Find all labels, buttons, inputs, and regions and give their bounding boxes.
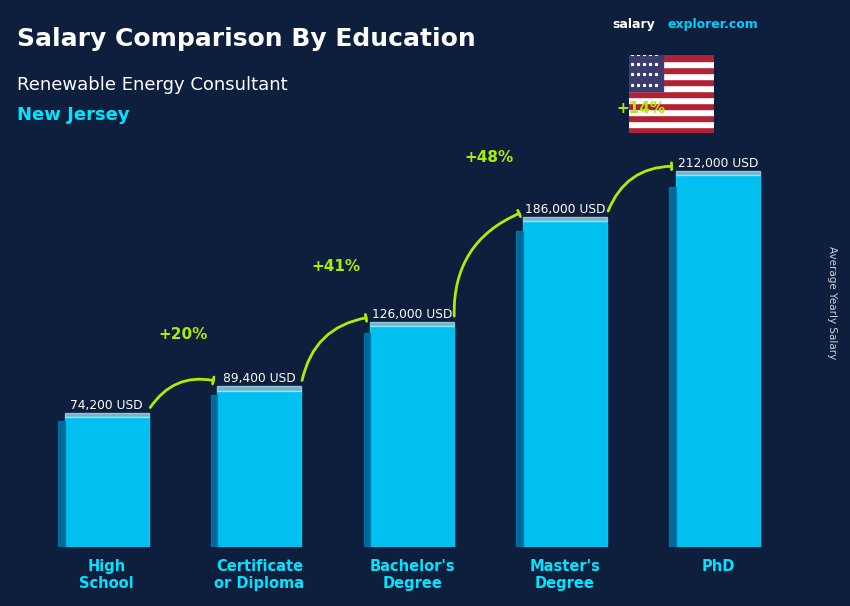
Bar: [629, 97, 714, 103]
Bar: [371, 327, 454, 547]
Text: +48%: +48%: [464, 150, 513, 165]
Bar: [629, 55, 663, 91]
Text: 89,400 USD: 89,400 USD: [223, 372, 296, 385]
Bar: [629, 61, 714, 67]
Text: 126,000 USD: 126,000 USD: [372, 308, 452, 321]
Bar: [218, 391, 302, 547]
Text: +20%: +20%: [158, 327, 207, 342]
Bar: [629, 121, 714, 127]
Bar: [629, 55, 714, 61]
Bar: [669, 187, 676, 547]
Bar: [516, 231, 523, 547]
Bar: [65, 413, 149, 418]
Bar: [676, 176, 760, 547]
Bar: [364, 333, 371, 547]
Text: +14%: +14%: [617, 101, 666, 116]
Bar: [65, 418, 149, 547]
Bar: [629, 79, 714, 85]
Text: explorer.com: explorer.com: [667, 18, 758, 31]
Bar: [523, 221, 607, 547]
Text: New Jersey: New Jersey: [17, 106, 129, 124]
Bar: [629, 73, 714, 79]
Text: +41%: +41%: [311, 259, 360, 275]
Bar: [523, 217, 607, 221]
Text: 74,200 USD: 74,200 USD: [71, 399, 143, 411]
Bar: [629, 103, 714, 109]
Bar: [629, 109, 714, 115]
Text: Renewable Energy Consultant: Renewable Energy Consultant: [17, 76, 287, 94]
Text: 186,000 USD: 186,000 USD: [524, 202, 605, 216]
Bar: [371, 322, 454, 327]
Bar: [58, 421, 65, 547]
Bar: [629, 67, 714, 73]
Bar: [629, 91, 714, 97]
Text: 212,000 USD: 212,000 USD: [677, 157, 758, 170]
Bar: [211, 395, 218, 547]
Bar: [629, 127, 714, 133]
Text: salary: salary: [612, 18, 654, 31]
Bar: [629, 85, 714, 91]
Bar: [218, 386, 302, 391]
Text: Average Yearly Salary: Average Yearly Salary: [827, 247, 837, 359]
Text: Salary Comparison By Education: Salary Comparison By Education: [17, 27, 476, 52]
Bar: [629, 115, 714, 121]
Bar: [676, 171, 760, 176]
